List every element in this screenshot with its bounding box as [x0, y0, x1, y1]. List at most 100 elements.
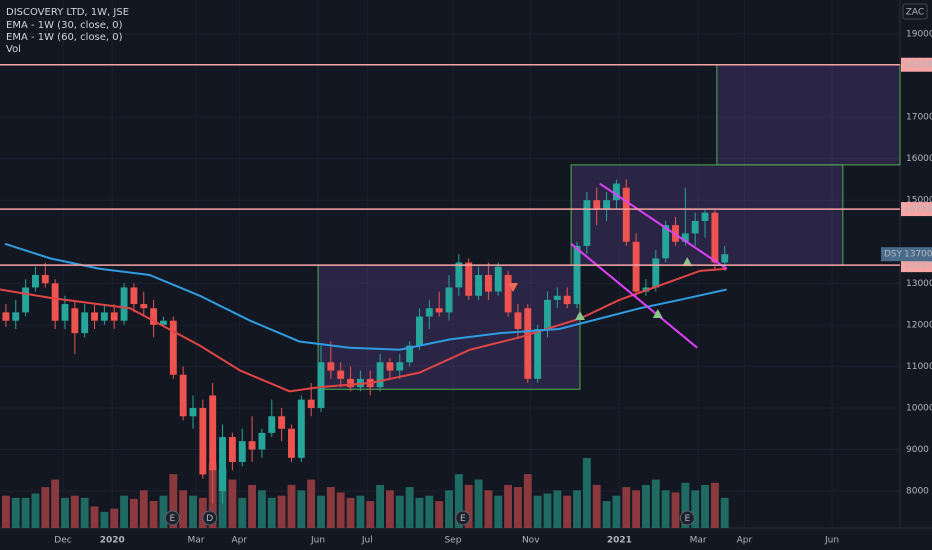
last-price-value: 13700 — [904, 250, 932, 260]
volume-bar — [563, 495, 572, 528]
volume-bar — [189, 495, 197, 528]
candle-body — [622, 187, 630, 242]
candle-body — [140, 304, 148, 309]
volume-bar — [484, 490, 493, 528]
candle-body — [652, 258, 660, 288]
x-tick-label: Jun — [310, 536, 325, 546]
volume-bar — [257, 490, 266, 528]
x-tick-label: Apr — [737, 536, 753, 546]
volume-bar — [582, 458, 591, 528]
candle-body — [297, 399, 305, 458]
candle-body — [110, 312, 118, 321]
x-tick-label: Dec — [54, 536, 71, 546]
candle-body — [347, 378, 354, 388]
candle-body — [179, 374, 187, 417]
candle-body — [22, 287, 30, 313]
candle-body — [91, 312, 98, 321]
volume-bar — [139, 490, 148, 528]
volume-bar — [533, 495, 542, 528]
trend-line — [599, 182, 728, 270]
candle-body — [563, 295, 571, 305]
volume-bar — [11, 497, 20, 528]
x-tick-label: 2021 — [607, 536, 632, 546]
currency[interactable]: ZAC — [906, 8, 924, 18]
volume-bar — [179, 490, 188, 528]
legend-entry: Vol — [6, 44, 21, 55]
currency-box[interactable] — [902, 3, 928, 20]
level-label-bg — [901, 202, 932, 217]
volume-bar — [120, 495, 129, 528]
x-tick-label: Mar — [187, 536, 204, 546]
ema-line — [0, 267, 727, 393]
candle-body — [268, 416, 276, 433]
candle-body — [130, 287, 138, 305]
candle-body — [711, 212, 719, 263]
event-icon — [164, 510, 180, 526]
volume-bar — [317, 495, 325, 528]
volume-bar — [80, 497, 89, 528]
volume — [1, 458, 729, 528]
level-label-bg — [901, 57, 932, 72]
volume-bar — [356, 495, 365, 528]
volume-bar — [573, 490, 581, 528]
candle-body — [455, 262, 463, 288]
candle-body — [199, 407, 207, 475]
volume-bar — [592, 484, 601, 528]
legend-entry: EMA - 1W (30, close, 0) — [6, 20, 123, 31]
candle-body — [544, 299, 551, 330]
volume-bar — [248, 484, 257, 528]
candle-body — [465, 262, 473, 296]
candle-body — [160, 320, 167, 325]
candle-body — [406, 345, 414, 363]
volume-bar — [612, 495, 621, 528]
volume-bar — [632, 490, 641, 528]
volume-bar — [720, 497, 729, 528]
candle-body — [534, 329, 542, 379]
volume-bar — [543, 493, 552, 528]
candle-body — [248, 441, 256, 450]
candle-body — [573, 245, 581, 305]
candle-body — [416, 316, 423, 346]
volume-bar — [346, 497, 355, 528]
candle-body — [189, 407, 197, 417]
candle-body — [238, 441, 246, 462]
event-label[interactable]: E — [460, 514, 466, 524]
y-tick-label: 9000 — [906, 445, 929, 455]
volume-bar — [671, 492, 680, 528]
candle-body — [376, 362, 384, 388]
candle-body — [32, 274, 39, 288]
volume-bar — [701, 484, 709, 528]
candle-body — [120, 287, 128, 321]
y-tick-label: 8000 — [906, 487, 929, 497]
y-tick-label: 12000 — [906, 320, 932, 330]
zone — [716, 64, 901, 166]
candle-body — [278, 416, 286, 429]
event-label[interactable]: E — [684, 514, 690, 524]
candle-body — [504, 274, 512, 313]
candle-body — [307, 399, 315, 408]
event-label[interactable]: E — [169, 514, 175, 524]
candle-body — [593, 200, 601, 209]
last-price-bg — [881, 247, 932, 262]
candle-body — [317, 362, 325, 408]
candle-body — [327, 362, 335, 371]
candle-body — [228, 437, 236, 462]
volume-bar — [464, 484, 473, 528]
event-label[interactable]: D — [206, 514, 213, 524]
level-label: 13437 — [904, 261, 932, 271]
candle-body — [435, 308, 443, 313]
candle-body — [51, 283, 59, 321]
volume-bar — [31, 493, 40, 528]
volume-bar — [100, 511, 109, 528]
volume-bar — [691, 490, 700, 528]
candle-body — [71, 308, 79, 334]
volume-bar — [129, 498, 138, 528]
x-tick-label: Nov — [522, 536, 540, 546]
candle-body — [524, 308, 532, 379]
axes: 19000 17000 16000 15000 13000 12000 11000 10000… — [54, 29, 932, 546]
volume-bar — [385, 490, 394, 528]
volume-bar — [602, 501, 611, 528]
event-icon — [679, 510, 695, 526]
candle-body — [484, 274, 492, 292]
